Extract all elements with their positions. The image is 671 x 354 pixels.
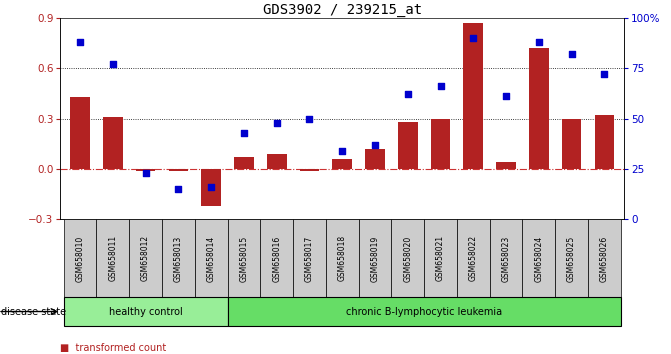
Text: GSM658015: GSM658015: [240, 235, 248, 281]
Point: [599, 72, 610, 77]
Text: GSM658013: GSM658013: [174, 235, 183, 281]
Title: GDS3902 / 239215_at: GDS3902 / 239215_at: [262, 3, 422, 17]
Text: GSM658018: GSM658018: [338, 235, 347, 281]
Bar: [300, 169, 319, 171]
Bar: [130, 219, 162, 297]
Bar: [332, 159, 352, 169]
Text: ■  transformed count: ■ transformed count: [60, 343, 166, 353]
Text: GSM658022: GSM658022: [469, 235, 478, 281]
Text: GSM658017: GSM658017: [305, 235, 314, 281]
Text: GSM658021: GSM658021: [436, 235, 445, 281]
Text: GSM658019: GSM658019: [370, 235, 380, 281]
Point: [337, 148, 348, 154]
Point: [435, 84, 446, 89]
Text: GSM658025: GSM658025: [567, 235, 576, 281]
Bar: [523, 219, 555, 297]
Point: [271, 120, 282, 125]
Bar: [326, 219, 358, 297]
Text: GSM658012: GSM658012: [141, 235, 150, 281]
Bar: [103, 117, 123, 169]
Text: GSM658014: GSM658014: [207, 235, 215, 281]
Point: [74, 39, 85, 45]
Text: GSM658010: GSM658010: [76, 235, 85, 281]
Bar: [365, 149, 384, 169]
Bar: [497, 162, 516, 169]
Text: GSM658024: GSM658024: [534, 235, 544, 281]
Bar: [529, 48, 549, 169]
Bar: [595, 115, 614, 169]
Bar: [555, 219, 588, 297]
Bar: [391, 219, 424, 297]
Bar: [358, 219, 391, 297]
Bar: [464, 23, 483, 169]
Bar: [64, 219, 97, 297]
Bar: [162, 219, 195, 297]
Bar: [424, 219, 457, 297]
Point: [140, 170, 151, 176]
Point: [173, 186, 184, 192]
Bar: [227, 219, 260, 297]
Point: [206, 184, 217, 190]
Bar: [64, 297, 227, 326]
Bar: [588, 219, 621, 297]
Text: GSM658023: GSM658023: [501, 235, 511, 281]
Bar: [201, 169, 221, 206]
Text: chronic B-lymphocytic leukemia: chronic B-lymphocytic leukemia: [346, 307, 502, 316]
Bar: [431, 119, 450, 169]
Bar: [168, 169, 188, 171]
Point: [304, 116, 315, 121]
Bar: [260, 219, 293, 297]
Text: GSM658020: GSM658020: [403, 235, 412, 281]
Point: [238, 130, 249, 136]
Bar: [267, 154, 287, 169]
Point: [501, 93, 511, 99]
Bar: [398, 122, 417, 169]
Text: GSM658011: GSM658011: [108, 235, 117, 281]
Bar: [70, 97, 90, 169]
Bar: [490, 219, 523, 297]
Bar: [234, 157, 254, 169]
Point: [566, 51, 577, 57]
Point: [468, 35, 478, 41]
Text: GSM658016: GSM658016: [272, 235, 281, 281]
Point: [533, 39, 544, 45]
Bar: [195, 219, 227, 297]
Text: healthy control: healthy control: [109, 307, 183, 316]
Point: [107, 61, 118, 67]
Bar: [293, 219, 326, 297]
Point: [403, 92, 413, 97]
Bar: [227, 297, 621, 326]
Bar: [136, 169, 156, 171]
Bar: [562, 119, 582, 169]
Bar: [97, 219, 130, 297]
Text: disease state: disease state: [1, 307, 66, 316]
Bar: [457, 219, 490, 297]
Text: GSM658026: GSM658026: [600, 235, 609, 281]
Point: [370, 142, 380, 148]
